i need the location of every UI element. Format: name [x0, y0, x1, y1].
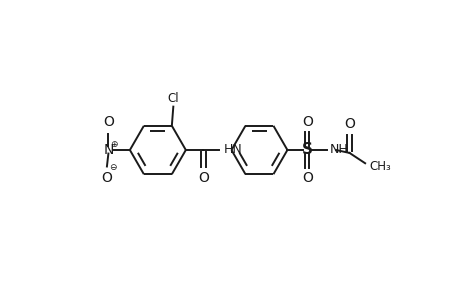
Text: S: S — [301, 142, 312, 158]
Text: HN: HN — [224, 143, 242, 157]
Text: N: N — [103, 143, 113, 157]
Text: O: O — [302, 115, 312, 128]
Text: ⊖: ⊖ — [109, 163, 117, 172]
Text: O: O — [343, 117, 354, 131]
Text: O: O — [302, 172, 312, 185]
Text: O: O — [198, 172, 208, 185]
Text: CH₃: CH₃ — [369, 160, 391, 173]
Text: O: O — [103, 115, 113, 128]
Text: ⊕: ⊕ — [110, 140, 117, 148]
Text: NH: NH — [329, 143, 347, 157]
Text: O: O — [101, 172, 112, 185]
Text: Cl: Cl — [167, 92, 179, 105]
